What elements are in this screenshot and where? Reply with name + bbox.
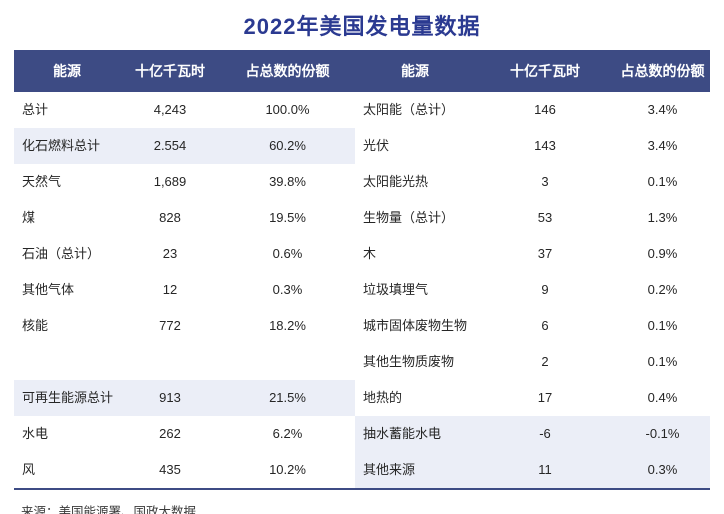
energy-name-cell: 生物量（总计） xyxy=(363,210,455,225)
energy-name-cell: 其他生物质废物 xyxy=(363,354,455,369)
table-header-row: 能源 十亿千瓦时 占总数的份额 能源 十亿千瓦时 占总数的份额 xyxy=(14,50,710,92)
table-row: 其他气体 12 0.3% 垃圾填埋气 9 0.2% xyxy=(14,272,710,308)
energy-name-cell: 天然气 xyxy=(22,174,62,189)
share-value-cell: 0.1% xyxy=(647,354,678,369)
share-value-cell: 21.5% xyxy=(220,380,355,416)
share-value-cell: 3.4% xyxy=(647,102,678,117)
generation-value-cell: 435 xyxy=(159,462,181,477)
generation-value-cell: 23 xyxy=(162,246,178,261)
share-value-cell: 18.2% xyxy=(269,318,306,333)
header-billion-kwh-left: 十亿千瓦时 xyxy=(135,63,205,79)
energy-name-cell: 风 xyxy=(22,462,36,477)
energy-name-cell: 总计 xyxy=(22,102,49,117)
share-value-cell: -0.1% xyxy=(615,416,710,452)
table-row: 风 435 10.2% 其他来源 11 0.3% xyxy=(14,452,710,488)
share-value-cell: 10.2% xyxy=(269,462,306,477)
generation-value-cell: 11 xyxy=(475,452,615,488)
header-energy-right: 能源 xyxy=(401,63,429,79)
energy-name-cell: 抽水蓄能水电 xyxy=(355,416,475,452)
share-value-cell: 19.5% xyxy=(269,210,306,225)
energy-name-cell: 木 xyxy=(363,246,377,261)
table-body: 总计 4,243 100.0% 太阳能（总计） 146 3.4% 化石燃料总计 2.554 60… xyxy=(14,92,710,488)
share-value-cell: 60.2% xyxy=(220,128,355,164)
energy-name-cell: 化石燃料总计 xyxy=(14,128,120,164)
energy-name-cell: 可再生能源总计 xyxy=(14,380,120,416)
share-value-cell xyxy=(220,344,355,380)
table-row: 水电 262 6.2% 抽水蓄能水电 -6 -0.1% xyxy=(14,416,710,452)
table-row: 可再生能源总计 913 21.5% 地热的 17 0.4% xyxy=(14,380,710,416)
header-billion-kwh-right: 十亿千瓦时 xyxy=(510,63,580,79)
generation-value-cell: 3 xyxy=(541,174,549,189)
energy-name-cell: 太阳能光热 xyxy=(363,174,429,189)
share-value-cell: 0.2% xyxy=(647,282,678,297)
generation-value-cell: 146 xyxy=(534,102,556,117)
generation-value-cell: 1,689 xyxy=(153,174,187,189)
header-share-left: 占总数的份额 xyxy=(245,63,330,79)
generation-value-cell: 12 xyxy=(162,282,178,297)
share-value-cell: 6.2% xyxy=(272,426,303,441)
share-value-cell: 0.3% xyxy=(615,452,710,488)
generation-value-cell: 828 xyxy=(159,210,181,225)
generation-value-cell: 772 xyxy=(159,318,181,333)
generation-value-cell: 143 xyxy=(534,138,556,153)
energy-name-cell: 城市固体废物生物 xyxy=(363,318,468,333)
generation-value-cell: 262 xyxy=(159,426,181,441)
generation-value-cell: 6 xyxy=(541,318,549,333)
source-note: 来源：美国能源署、国政大数据 xyxy=(21,505,197,514)
generation-value-cell: 913 xyxy=(120,380,220,416)
header-share-right: 占总数的份额 xyxy=(620,63,705,79)
generation-value-cell: -6 xyxy=(475,416,615,452)
share-value-cell: 0.1% xyxy=(647,174,678,189)
generation-value-cell: 2 xyxy=(541,354,549,369)
energy-name-cell: 其他来源 xyxy=(355,452,475,488)
table-row: 煤 828 19.5% 生物量（总计） 53 1.3% xyxy=(14,200,710,236)
share-value-cell: 39.8% xyxy=(269,174,306,189)
energy-name-cell: 光伏 xyxy=(363,138,390,153)
energy-name-cell: 太阳能（总计） xyxy=(363,102,455,117)
energy-name-cell: 煤 xyxy=(22,210,36,225)
table-row: 化石燃料总计 2.554 60.2% 光伏 143 3.4% xyxy=(14,128,710,164)
page-title: 2022年美国发电量数据 xyxy=(243,14,481,39)
share-value-cell: 0.9% xyxy=(647,246,678,261)
share-value-cell: 0.6% xyxy=(272,246,303,261)
share-value-cell: 0.4% xyxy=(647,390,678,405)
generation-table: 能源 十亿千瓦时 占总数的份额 能源 十亿千瓦时 占总数的份额 总计 4,243 1… xyxy=(14,50,710,490)
table-row: 石油（总计） 23 0.6% 木 37 0.9% xyxy=(14,236,710,272)
table-row: 其他生物质废物 2 0.1% xyxy=(14,344,710,380)
energy-name-cell: 地热的 xyxy=(363,390,403,405)
generation-value-cell: 2.554 xyxy=(120,128,220,164)
energy-name-cell: 水电 xyxy=(22,426,49,441)
energy-name-cell: 核能 xyxy=(22,318,49,333)
generation-value-cell: 4,243 xyxy=(153,102,187,117)
energy-name-cell: 石油（总计） xyxy=(22,246,101,261)
generation-value-cell: 9 xyxy=(541,282,549,297)
table-row: 核能 772 18.2% 城市固体废物生物 6 0.1% xyxy=(14,308,710,344)
generation-value-cell: 53 xyxy=(537,210,553,225)
share-value-cell: 100.0% xyxy=(265,102,310,117)
generation-value-cell: 17 xyxy=(537,390,553,405)
table-row: 总计 4,243 100.0% 太阳能（总计） 146 3.4% xyxy=(14,92,710,128)
energy-name-cell xyxy=(14,344,120,380)
energy-name-cell: 其他气体 xyxy=(22,282,75,297)
generation-value-cell: 37 xyxy=(537,246,553,261)
header-energy-left: 能源 xyxy=(53,63,81,79)
table-row: 天然气 1,689 39.8% 太阳能光热 3 0.1% xyxy=(14,164,710,200)
generation-value-cell xyxy=(120,344,220,380)
share-value-cell: 1.3% xyxy=(647,210,678,225)
share-value-cell: 0.1% xyxy=(647,318,678,333)
energy-name-cell: 垃圾填埋气 xyxy=(363,282,429,297)
share-value-cell: 0.3% xyxy=(272,282,303,297)
share-value-cell: 3.4% xyxy=(647,138,678,153)
